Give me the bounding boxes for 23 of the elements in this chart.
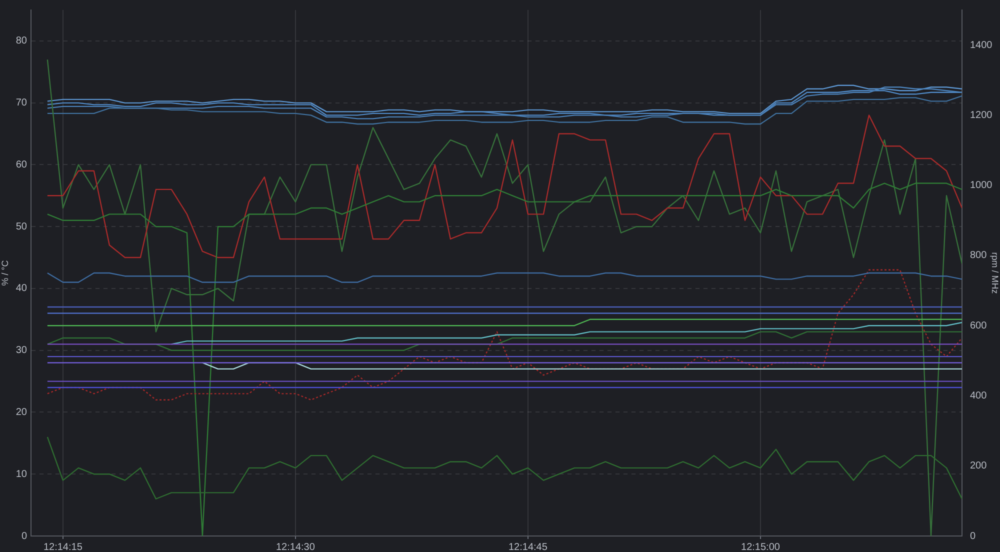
y2-tick-label: 1400 — [970, 40, 993, 51]
x-tick-label: 12:14:45 — [508, 542, 548, 552]
y-tick-label: 10 — [16, 468, 28, 480]
y2-tick-label: 1000 — [970, 180, 993, 192]
y-tick-label: 0 — [21, 530, 28, 542]
y-tick-label: 20 — [16, 406, 28, 418]
y2-tick-label: 600 — [970, 320, 988, 332]
y-tick-label: 80 — [16, 36, 28, 47]
y2-axis-title: rpm / MHz — [990, 252, 1000, 294]
y-tick-label: 50 — [16, 221, 28, 232]
x-tick-label: 12:15:00 — [741, 542, 780, 552]
y-tick-label: 60 — [16, 159, 28, 170]
y2-tick-label: 400 — [970, 390, 988, 402]
y-tick-label: 70 — [16, 98, 28, 109]
y2-tick-label: 0 — [970, 530, 976, 542]
x-tick-label: 12:14:15 — [43, 542, 83, 552]
x-tick-label: 12:14:30 — [276, 542, 316, 552]
y-axis-title: % / °C — [0, 260, 10, 286]
y2-tick-label: 1200 — [970, 110, 993, 121]
y2-tick-label: 200 — [970, 460, 988, 472]
y2-tick-label: 800 — [970, 250, 988, 262]
y-tick-label: 40 — [16, 283, 28, 294]
y-tick-label: 30 — [16, 345, 28, 356]
